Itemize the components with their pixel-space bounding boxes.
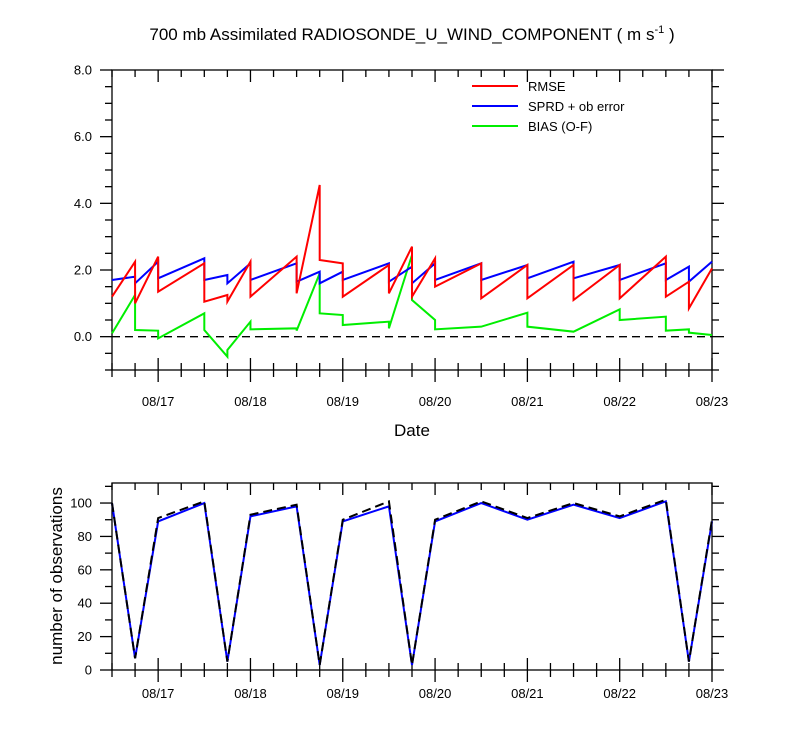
- bottom-plot-area: 08/17 08/18 08/19 08/20 08/21 08/22 08/23 0 20 40…: [70, 482, 729, 701]
- x-tick-label-08-22: 08/22: [603, 686, 636, 701]
- y-axis-title: number of observations: [47, 487, 66, 665]
- chart-title-main: 700 mb Assimilated RADIOSONDE_U_WIND_COM…: [149, 25, 654, 44]
- y-tick-label-0: 0: [85, 663, 92, 678]
- x-tick-label-08-23: 08/23: [696, 394, 729, 409]
- legend-label-bias-o-f: BIAS (O-F): [528, 119, 592, 134]
- x-tick-label-08-17: 08/17: [142, 686, 175, 701]
- y-tick-label-100: 100: [70, 496, 92, 511]
- series-line-bias-o-f: [111, 254, 713, 360]
- y-tick-label-0-0: 0.0: [74, 329, 92, 344]
- chart-title-superscript: -1: [654, 24, 664, 36]
- x-tick-label-08-20: 08/20: [419, 686, 452, 701]
- y-tick-label-2-0: 2.0: [74, 263, 92, 278]
- series-line-possible-observations: [111, 498, 713, 666]
- plot-frame: [111, 482, 713, 671]
- series-line-assimilated-observations: [111, 500, 713, 666]
- top-plot-area: 08/17 08/18 08/19 08/20 08/21 08/22 08/23 0.0 2.…: [74, 63, 728, 410]
- legend-label-rmse: RMSE: [528, 79, 566, 94]
- x-axis-title: Date: [394, 421, 430, 440]
- x-tick-label-08-18: 08/18: [234, 686, 267, 701]
- x-tick-label-08-23: 08/23: [696, 686, 729, 701]
- y-tick-label-20: 20: [78, 629, 92, 644]
- x-tick-label-08-21: 08/21: [511, 686, 544, 701]
- y-tick-label-8-0: 8.0: [74, 63, 92, 78]
- y-tick-label-6-0: 6.0: [74, 129, 92, 144]
- y-tick-label-80: 80: [78, 529, 92, 544]
- x-tick-label-08-19: 08/19: [326, 394, 359, 409]
- chart-title-suffix: ): [664, 25, 674, 44]
- x-tick-label-08-17: 08/17: [142, 394, 175, 409]
- x-tick-label-08-22: 08/22: [603, 394, 636, 409]
- x-tick-label-08-20: 08/20: [419, 394, 452, 409]
- legend-label-sprd-ob-error: SPRD + ob error: [528, 99, 625, 114]
- x-tick-label-08-18: 08/18: [234, 394, 267, 409]
- y-tick-label-60: 60: [78, 562, 92, 577]
- y-tick-label-40: 40: [78, 596, 92, 611]
- x-tick-label-08-21: 08/21: [511, 394, 544, 409]
- y-tick-label-4-0: 4.0: [74, 196, 92, 211]
- bottom-chart: 08/17 08/18 08/19 08/20 08/21 08/22 08/23 0 20 40…: [47, 482, 729, 701]
- top-chart: 700 mb Assimilated RADIOSONDE_U_WIND_COM…: [74, 24, 728, 440]
- chart-title: 700 mb Assimilated RADIOSONDE_U_WIND_COM…: [149, 24, 674, 44]
- series-line-rmse: [111, 184, 713, 313]
- plot-frame: [111, 69, 713, 371]
- x-tick-label-08-19: 08/19: [326, 686, 359, 701]
